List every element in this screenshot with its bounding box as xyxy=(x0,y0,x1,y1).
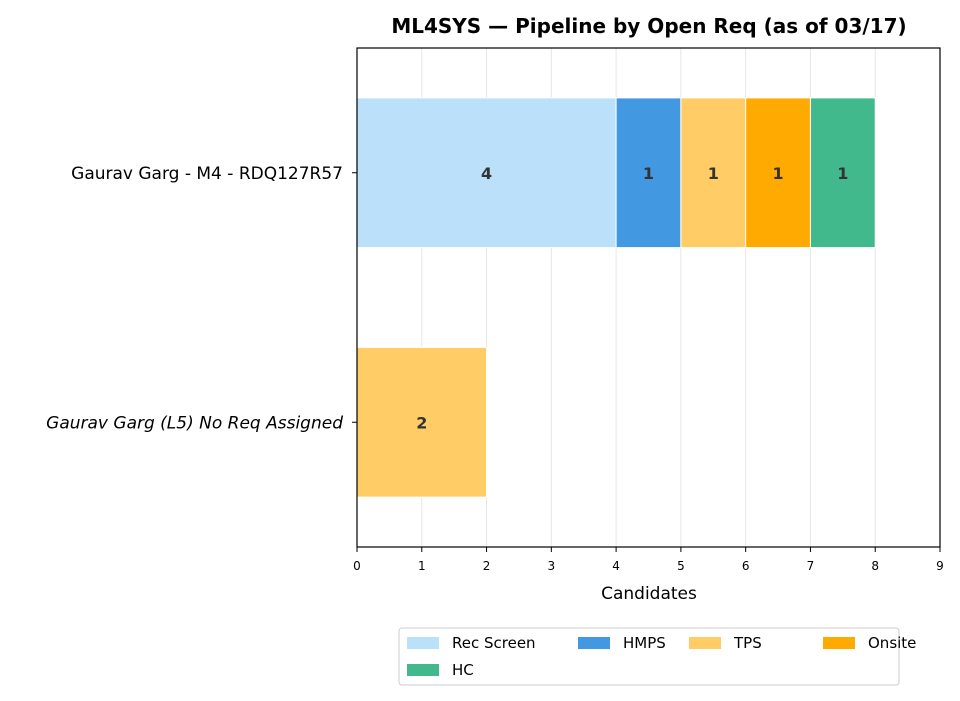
y-axis-categories: Gaurav Garg - M4 - RDQ127R57 Gaurav Garg … xyxy=(46,164,357,433)
x-tick-label: 2 xyxy=(483,559,491,573)
bar-segment xyxy=(615,97,682,249)
legend-label: Rec Screen xyxy=(452,634,536,652)
legend-label: Onsite xyxy=(868,634,916,652)
x-tick-label: 5 xyxy=(677,559,685,573)
bar-value-label: 1 xyxy=(708,164,719,183)
x-tick-label: 9 xyxy=(936,559,944,573)
bars: 4 1 1 1 1 2 xyxy=(356,97,876,498)
x-tick-label: 3 xyxy=(548,559,556,573)
bar-value-label: 1 xyxy=(772,164,783,183)
legend-swatch xyxy=(407,637,439,649)
bar-segment xyxy=(356,346,488,498)
x-axis-ticks: 0 1 2 3 4 5 6 7 8 9 xyxy=(353,547,944,573)
legend-box xyxy=(398,627,900,686)
legend-label: HC xyxy=(452,661,474,679)
bar-segment xyxy=(809,97,876,249)
bar-segment xyxy=(680,97,747,249)
legend-label: TPS xyxy=(733,634,762,652)
legend-swatch xyxy=(689,637,721,649)
legend-label: HMPS xyxy=(623,634,666,652)
x-tick-label: 8 xyxy=(871,559,879,573)
x-tick-label: 6 xyxy=(742,559,750,573)
x-tick-label: 1 xyxy=(418,559,426,573)
x-tick-label: 0 xyxy=(353,559,361,573)
legend-swatch xyxy=(578,637,610,649)
plot-frame xyxy=(356,47,941,548)
bar-value-label: 4 xyxy=(481,164,492,183)
x-tick-label: 4 xyxy=(612,559,620,573)
bar-value-label: 1 xyxy=(643,164,654,183)
x-axis-label: Candidates xyxy=(601,584,697,604)
bar-value-label: 1 xyxy=(837,164,848,183)
bar-value-label: 2 xyxy=(416,413,427,432)
y-category-label: Gaurav Garg (L5) No Req Assigned xyxy=(46,413,343,433)
legend: Rec Screen HMPS TPS Onsite HC xyxy=(398,627,916,686)
legend-swatch xyxy=(823,637,855,649)
bar-segment xyxy=(745,97,811,249)
legend-swatch xyxy=(407,664,439,676)
x-tick-label: 7 xyxy=(807,559,815,573)
chart-title: ML4SYS — Pipeline by Open Req (as of 03/… xyxy=(391,14,906,38)
y-category-label: Gaurav Garg - M4 - RDQ127R57 xyxy=(71,164,343,184)
